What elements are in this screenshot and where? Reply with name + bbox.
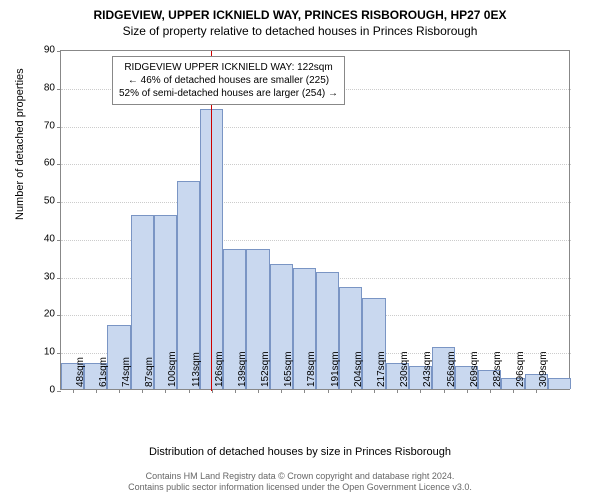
x-tick-mark — [351, 389, 352, 393]
plot-area: RIDGEVIEW UPPER ICKNIELD WAY: 122sqm ← 4… — [60, 50, 570, 390]
y-tick-mark — [57, 127, 61, 128]
gridline — [61, 127, 571, 128]
x-tick-label: 296sqm — [515, 351, 526, 387]
x-tick-label: 204sqm — [353, 351, 364, 387]
y-tick-mark — [57, 51, 61, 52]
annotation-line2: ← 46% of detached houses are smaller (22… — [119, 74, 338, 87]
histogram-bar — [548, 378, 571, 389]
y-tick-mark — [57, 202, 61, 203]
x-tick-mark — [467, 389, 468, 393]
x-tick-label: 178sqm — [306, 351, 317, 387]
y-tick-label: 90 — [25, 45, 55, 56]
x-tick-label: 100sqm — [167, 351, 178, 387]
gridline — [61, 202, 571, 203]
x-tick-label: 61sqm — [98, 357, 109, 387]
y-tick-label: 0 — [25, 385, 55, 396]
y-tick-mark — [57, 391, 61, 392]
chart-container: RIDGEVIEW, UPPER ICKNIELD WAY, PRINCES R… — [0, 0, 600, 500]
x-tick-label: 139sqm — [237, 351, 248, 387]
y-tick-label: 50 — [25, 196, 55, 207]
gridline — [61, 164, 571, 165]
x-axis-label: Distribution of detached houses by size … — [0, 446, 600, 458]
x-tick-mark — [165, 389, 166, 393]
x-tick-label: 269sqm — [469, 351, 480, 387]
x-tick-label: 191sqm — [330, 351, 341, 387]
x-tick-label: 165sqm — [283, 351, 294, 387]
chart-title-address: RIDGEVIEW, UPPER ICKNIELD WAY, PRINCES R… — [0, 0, 600, 22]
x-tick-mark — [304, 389, 305, 393]
x-tick-mark — [328, 389, 329, 393]
x-tick-label: 256sqm — [446, 351, 457, 387]
y-tick-label: 20 — [25, 309, 55, 320]
y-tick-label: 10 — [25, 347, 55, 358]
x-tick-mark — [119, 389, 120, 393]
y-tick-mark — [57, 278, 61, 279]
x-tick-label: 230sqm — [399, 351, 410, 387]
x-tick-mark — [420, 389, 421, 393]
x-tick-mark — [189, 389, 190, 393]
x-tick-mark — [490, 389, 491, 393]
x-tick-mark — [142, 389, 143, 393]
chart-subtitle: Size of property relative to detached ho… — [0, 22, 600, 38]
x-tick-label: 113sqm — [191, 352, 202, 387]
y-tick-label: 30 — [25, 271, 55, 282]
y-tick-label: 40 — [25, 233, 55, 244]
y-tick-mark — [57, 240, 61, 241]
x-tick-label: 243sqm — [422, 351, 433, 387]
x-tick-label: 282sqm — [492, 351, 503, 387]
y-tick-label: 70 — [25, 120, 55, 131]
x-tick-label: 217sqm — [376, 351, 387, 387]
x-tick-label: 48sqm — [75, 357, 86, 387]
y-tick-mark — [57, 89, 61, 90]
x-tick-mark — [444, 389, 445, 393]
x-tick-mark — [96, 389, 97, 393]
x-tick-mark — [374, 389, 375, 393]
y-tick-mark — [57, 353, 61, 354]
x-tick-mark — [513, 389, 514, 393]
footer-line1: Contains HM Land Registry data © Crown c… — [0, 471, 600, 483]
annotation-line1: RIDGEVIEW UPPER ICKNIELD WAY: 122sqm — [119, 61, 338, 74]
y-tick-label: 60 — [25, 158, 55, 169]
x-tick-label: 126sqm — [214, 351, 225, 387]
property-annotation-box: RIDGEVIEW UPPER ICKNIELD WAY: 122sqm ← 4… — [112, 56, 345, 105]
x-tick-label: 87sqm — [144, 357, 155, 387]
x-tick-label: 152sqm — [260, 351, 271, 387]
x-tick-mark — [73, 389, 74, 393]
y-tick-mark — [57, 315, 61, 316]
y-tick-mark — [57, 164, 61, 165]
x-tick-mark — [281, 389, 282, 393]
x-tick-mark — [258, 389, 259, 393]
x-tick-mark — [397, 389, 398, 393]
x-tick-mark — [536, 389, 537, 393]
x-tick-mark — [235, 389, 236, 393]
y-tick-label: 80 — [25, 82, 55, 93]
x-tick-label: 309sqm — [538, 351, 549, 387]
footer-line2: Contains public sector information licen… — [0, 482, 600, 494]
annotation-line3: 52% of semi-detached houses are larger (… — [119, 87, 338, 100]
x-tick-label: 74sqm — [121, 357, 132, 387]
footer-attribution: Contains HM Land Registry data © Crown c… — [0, 471, 600, 494]
